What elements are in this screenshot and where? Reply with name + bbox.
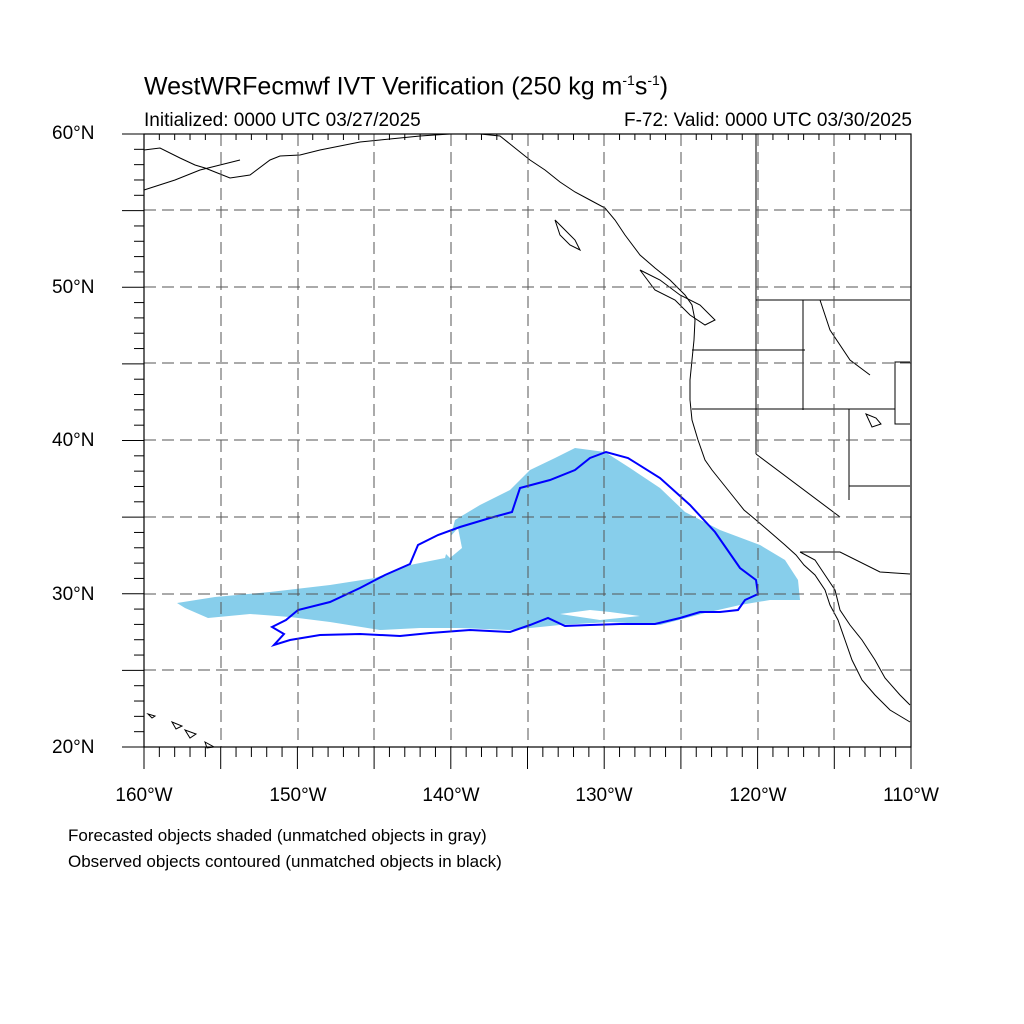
lon-label-160w: 160°W xyxy=(115,785,173,806)
map-title: WestWRFecmwf IVT Verification (250 kg m-… xyxy=(144,72,669,101)
forecast-object-gap xyxy=(440,528,462,558)
baja-coast xyxy=(799,551,911,706)
lon-label-150w: 150°W xyxy=(269,785,327,806)
hawaii-island xyxy=(146,712,157,719)
legend-observed-note: Observed objects contoured (unmatched ob… xyxy=(68,852,502,871)
alaska-coast xyxy=(143,133,911,723)
lon-label-120w: 120°W xyxy=(729,785,787,806)
tick-marks xyxy=(122,133,912,769)
lat-label-60: 60°N xyxy=(52,123,95,144)
political-borders xyxy=(692,134,911,575)
vancouver-island xyxy=(639,269,716,326)
gridlines xyxy=(144,134,911,747)
hawaii-island xyxy=(170,721,184,730)
valid-time: F-72: Valid: 0000 UTC 03/30/2025 xyxy=(624,110,912,131)
lat-label-20: 20°N xyxy=(52,737,95,758)
legend-forecast-note: Forecasted objects shaded (unmatched obj… xyxy=(68,826,487,845)
lat-label-40: 40°N xyxy=(52,430,95,451)
observed-object-contour xyxy=(269,450,760,648)
lon-label-110w: 110°W xyxy=(883,785,939,806)
lon-label-140w: 140°W xyxy=(422,785,480,806)
lat-label-50: 50°N xyxy=(52,277,95,298)
lon-label-130w: 130°W xyxy=(575,785,633,806)
forecast-object-shading xyxy=(177,448,800,630)
lake-island xyxy=(865,413,882,428)
hawaii-island xyxy=(183,729,198,739)
forecast-object-gap xyxy=(560,610,640,620)
initialized-time: Initialized: 0000 UTC 03/27/2025 xyxy=(144,110,421,131)
lat-label-30: 30°N xyxy=(52,584,95,605)
alaska-land xyxy=(143,159,241,191)
island-coast xyxy=(554,219,582,252)
coastlines xyxy=(143,133,911,749)
